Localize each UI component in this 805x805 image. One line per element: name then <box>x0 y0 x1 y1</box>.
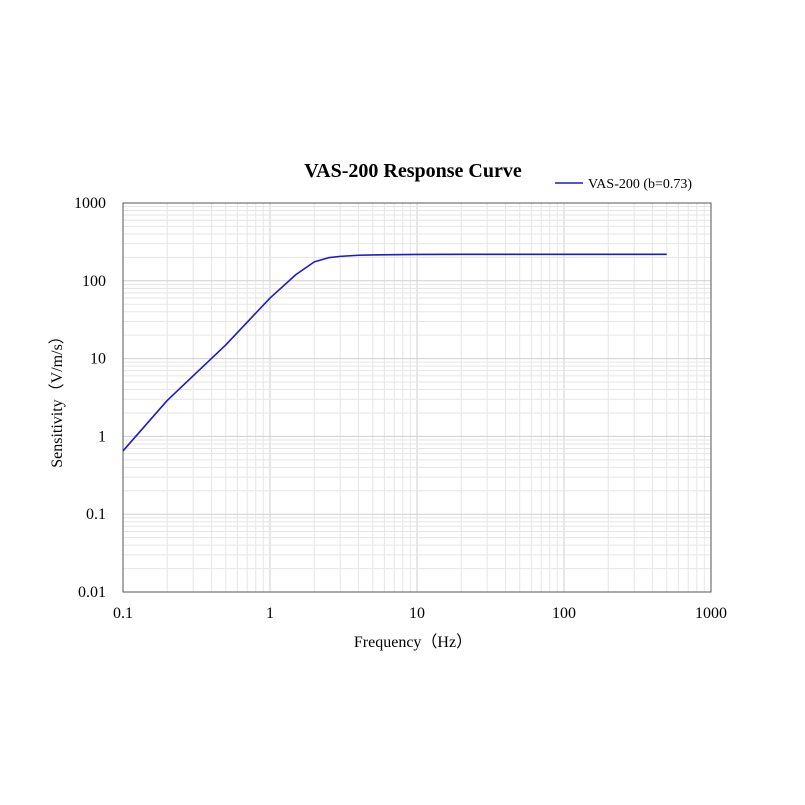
legend: VAS-200 (b=0.73) <box>555 177 692 192</box>
y-tick-label: 10 <box>90 351 106 368</box>
x-tick-label: 0.1 <box>113 605 133 622</box>
series-group <box>122 253 667 452</box>
x-tick-label: 1 <box>266 605 274 622</box>
x-axis-ticks: 0.1 1 10 100 1000 <box>113 605 727 622</box>
y-tick-label: 1000 <box>74 195 106 212</box>
y-axis-label: Sensitivity（V/m/s） <box>48 328 66 468</box>
chart-title: VAS-200 Response Curve <box>304 160 522 182</box>
series-line <box>122 253 667 452</box>
grid <box>123 203 711 592</box>
x-axis-label: Frequency（Hz） <box>354 633 472 651</box>
x-tick-label: 10 <box>409 605 425 622</box>
x-tick-label: 1000 <box>695 605 727 622</box>
y-tick-label: 0.1 <box>86 506 106 523</box>
plot-area <box>122 202 712 593</box>
legend-label: VAS-200 (b=0.73) <box>588 177 692 192</box>
y-tick-label: 1 <box>98 428 106 445</box>
y-tick-label: 0.01 <box>78 584 106 601</box>
y-axis-ticks: 0.01 0.1 1 10 100 1000 <box>74 195 106 601</box>
y-tick-label: 100 <box>82 273 106 290</box>
x-tick-label: 100 <box>552 605 576 622</box>
